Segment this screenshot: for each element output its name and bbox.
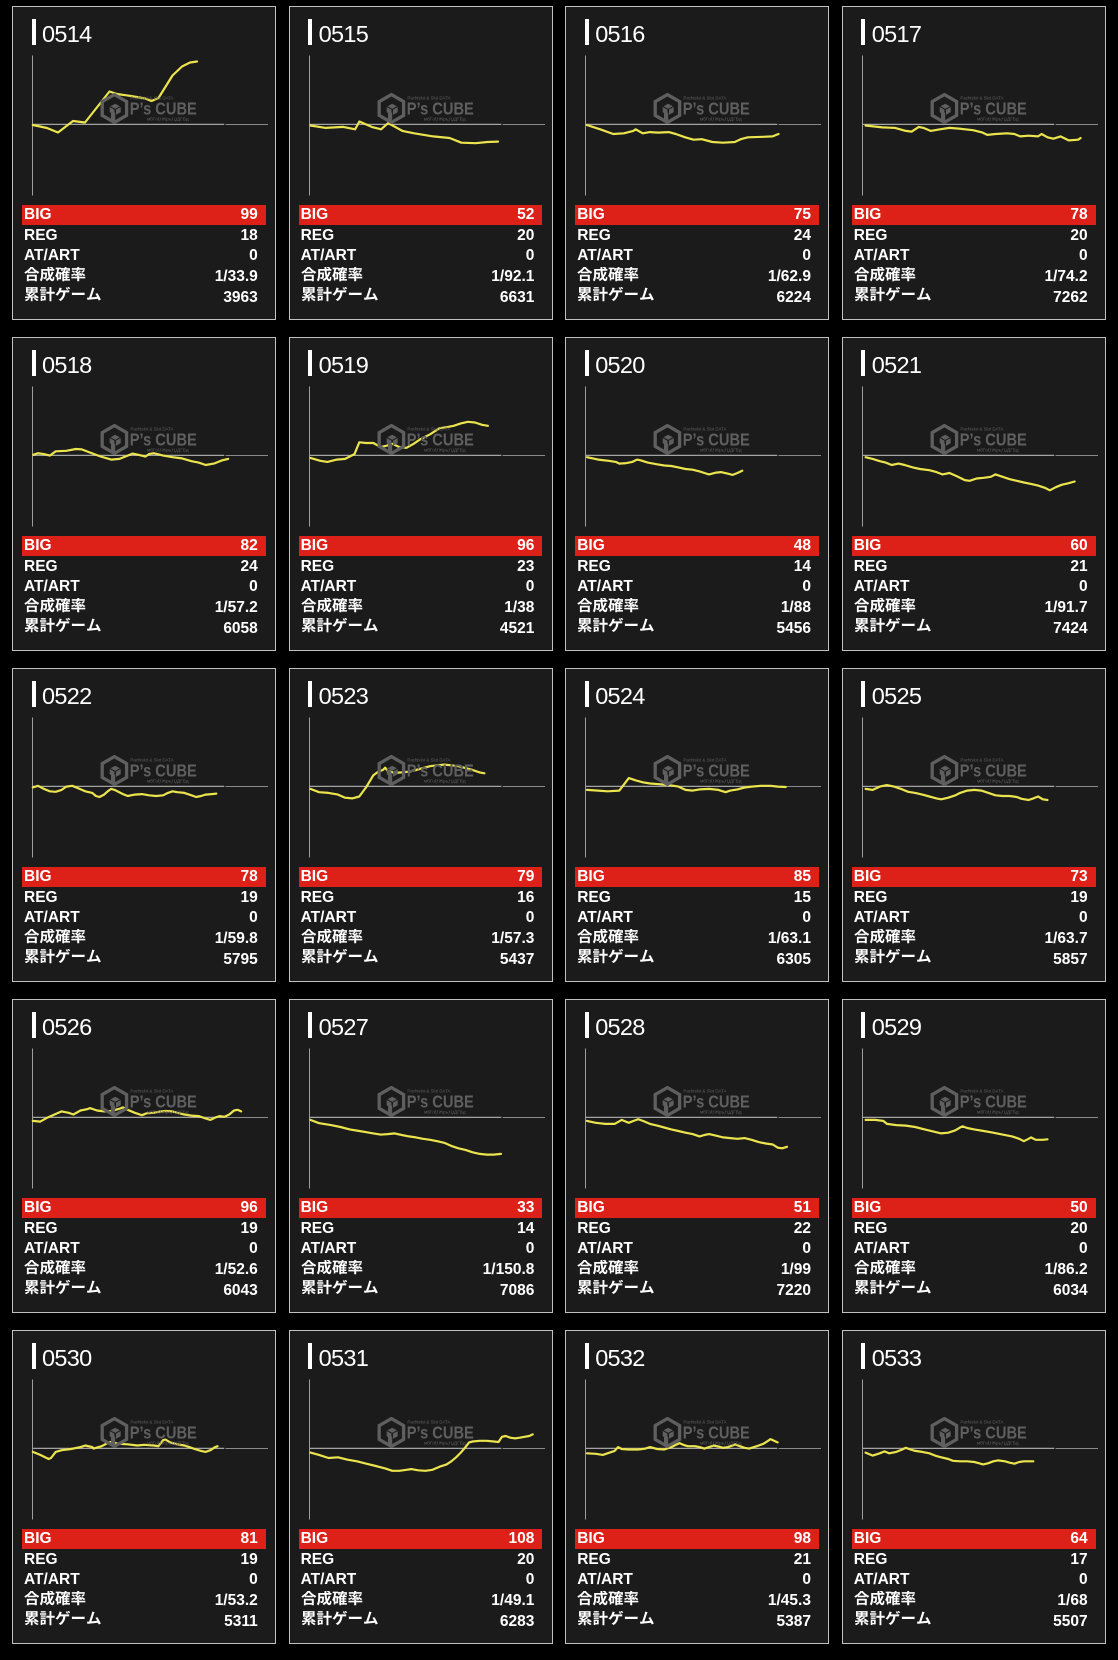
svg-text:Pachislot & Slot DATA: Pachislot & Slot DATA — [684, 757, 727, 762]
svg-text:Pachislot & Slot DATA: Pachislot & Slot DATA — [960, 426, 1003, 431]
svg-text:P’s CUBE: P’s CUBE — [683, 1092, 750, 1112]
svg-text:мбΓоſƒЖрьƒЏДΓБд: мбΓоſƒЖрьƒЏДΓБд — [700, 447, 742, 452]
svg-text:P’s CUBE: P’s CUBE — [130, 1423, 197, 1443]
svg-text:P’s CUBE: P’s CUBE — [960, 99, 1027, 119]
svg-text:Pachislot & Slot DATA: Pachislot & Slot DATA — [407, 426, 450, 431]
svg-text:Pachislot & Slot DATA: Pachislot & Slot DATA — [407, 95, 450, 100]
svg-text:мбΓоſƒЖрьƒЏДΓБд: мбΓоſƒЖрьƒЏДΓБд — [700, 778, 742, 783]
svg-text:P’s CUBE: P’s CUBE — [406, 99, 473, 119]
svg-text:мбΓоſƒЖрьƒЏДΓБд: мбΓоſƒЖрьƒЏДΓБд — [147, 1109, 189, 1114]
svg-text:P’s CUBE: P’s CUBE — [130, 761, 197, 781]
svg-text:мбΓоſƒЖрьƒЏДΓБд: мбΓоſƒЖрьƒЏДΓБд — [147, 116, 189, 121]
svg-text:Pachislot & Slot DATA: Pachislot & Slot DATA — [684, 426, 727, 431]
svg-text:P’s CUBE: P’s CUBE — [960, 1092, 1027, 1112]
svg-text:мбΓоſƒЖрьƒЏДΓБд: мбΓоſƒЖрьƒЏДΓБд — [424, 1109, 466, 1114]
svg-text:мбΓоſƒЖрьƒЏДΓБд: мбΓоſƒЖрьƒЏДΓБд — [700, 1440, 742, 1445]
svg-text:Pachislot & Slot DATA: Pachislot & Slot DATA — [960, 1088, 1003, 1093]
svg-text:мбΓоſƒЖрьƒЏДΓБд: мбΓоſƒЖрьƒЏДΓБд — [424, 116, 466, 121]
svg-text:мбΓоſƒЖрьƒЏДΓБд: мбΓоſƒЖрьƒЏДΓБд — [977, 778, 1019, 783]
svg-text:Pachislot & Slot DATA: Pachislot & Slot DATA — [407, 1088, 450, 1093]
svg-text:P’s CUBE: P’s CUBE — [683, 761, 750, 781]
svg-text:Pachislot & Slot DATA: Pachislot & Slot DATA — [960, 1419, 1003, 1424]
svg-text:P’s CUBE: P’s CUBE — [960, 1423, 1027, 1443]
svg-text:Pachislot & Slot DATA: Pachislot & Slot DATA — [960, 95, 1003, 100]
svg-text:P’s CUBE: P’s CUBE — [683, 430, 750, 450]
svg-text:мбΓоſƒЖрьƒЏДΓБд: мбΓоſƒЖрьƒЏДΓБд — [424, 447, 466, 452]
svg-text:Pachislot & Slot DATA: Pachislot & Slot DATA — [407, 1419, 450, 1424]
svg-text:P’s CUBE: P’s CUBE — [406, 761, 473, 781]
svg-text:Pachislot & Slot DATA: Pachislot & Slot DATA — [960, 757, 1003, 762]
svg-text:мбΓоſƒЖрьƒЏДΓБд: мбΓоſƒЖрьƒЏДΓБд — [424, 778, 466, 783]
svg-text:Pachislot & Slot DATA: Pachislot & Slot DATA — [130, 1419, 173, 1424]
svg-text:мбΓоſƒЖрьƒЏДΓБд: мбΓоſƒЖрьƒЏДΓБд — [424, 1440, 466, 1445]
svg-text:мбΓоſƒЖрьƒЏДΓБд: мбΓоſƒЖрьƒЏДΓБд — [700, 116, 742, 121]
svg-text:Pachislot & Slot DATA: Pachislot & Slot DATA — [407, 757, 450, 762]
svg-text:P’s CUBE: P’s CUBE — [406, 430, 473, 450]
svg-text:P’s CUBE: P’s CUBE — [406, 1423, 473, 1443]
svg-text:мбΓоſƒЖрьƒЏДΓБд: мбΓоſƒЖрьƒЏДΓБд — [147, 778, 189, 783]
svg-text:P’s CUBE: P’s CUBE — [960, 761, 1027, 781]
svg-text:Pachislot & Slot DATA: Pachislot & Slot DATA — [130, 757, 173, 762]
svg-text:мбΓоſƒЖрьƒЏДΓБд: мбΓоſƒЖрьƒЏДΓБд — [147, 1440, 189, 1445]
svg-text:мбΓоſƒЖрьƒЏДΓБд: мбΓоſƒЖрьƒЏДΓБд — [700, 1109, 742, 1114]
svg-text:мбΓоſƒЖрьƒЏДΓБд: мбΓоſƒЖрьƒЏДΓБд — [147, 447, 189, 452]
svg-text:Pachislot & Slot DATA: Pachislot & Slot DATA — [130, 426, 173, 431]
svg-text:мбΓоſƒЖрьƒЏДΓБд: мбΓоſƒЖрьƒЏДΓБд — [977, 1440, 1019, 1445]
svg-text:P’s CUBE: P’s CUBE — [683, 1423, 750, 1443]
svg-text:Pachislot & Slot DATA: Pachislot & Slot DATA — [684, 1419, 727, 1424]
svg-text:Pachislot & Slot DATA: Pachislot & Slot DATA — [684, 95, 727, 100]
svg-text:Pachislot & Slot DATA: Pachislot & Slot DATA — [684, 1088, 727, 1093]
svg-text:P’s CUBE: P’s CUBE — [960, 430, 1027, 450]
svg-text:мбΓоſƒЖрьƒЏДΓБд: мбΓоſƒЖрьƒЏДΓБд — [977, 116, 1019, 121]
svg-text:P’s CUBE: P’s CUBE — [130, 1092, 197, 1112]
svg-text:P’s CUBE: P’s CUBE — [683, 99, 750, 119]
svg-text:P’s CUBE: P’s CUBE — [130, 99, 197, 119]
svg-text:Pachislot & Slot DATA: Pachislot & Slot DATA — [130, 1088, 173, 1093]
svg-text:P’s CUBE: P’s CUBE — [406, 1092, 473, 1112]
svg-text:P’s CUBE: P’s CUBE — [130, 430, 197, 450]
svg-text:мбΓоſƒЖрьƒЏДΓБд: мбΓоſƒЖрьƒЏДΓБд — [977, 447, 1019, 452]
svg-text:мбΓоſƒЖрьƒЏДΓБд: мбΓоſƒЖрьƒЏДΓБд — [977, 1109, 1019, 1114]
svg-text:Pachislot & Slot DATA: Pachislot & Slot DATA — [130, 95, 173, 100]
